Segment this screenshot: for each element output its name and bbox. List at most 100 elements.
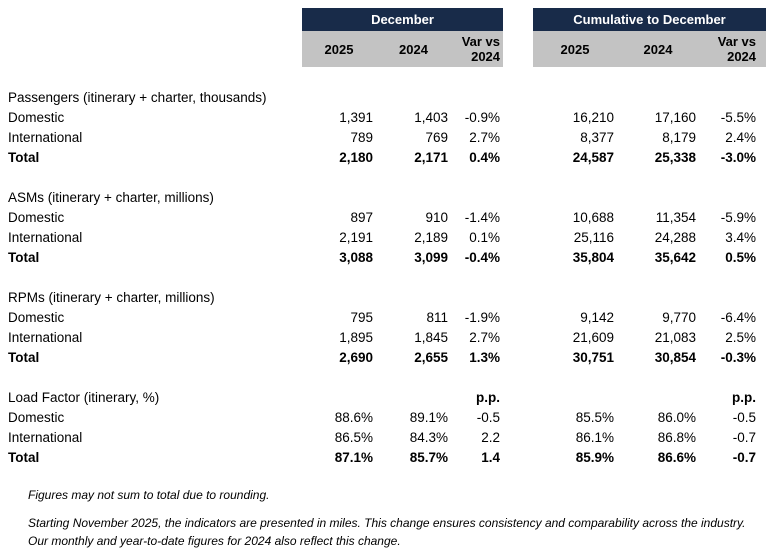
footnote-miles-change: Starting November 2025, the indicators a… [28,516,746,548]
cum-2025-value: 16,210 [572,109,615,125]
group-header-row: December Cumulative to December [0,8,767,31]
row-label: Total [8,249,40,265]
table-row: Domestic 897 910 -1.4% 10,688 11,354 -5.… [0,207,766,227]
pp-label [699,287,766,307]
dec-var-value: 2.7% [469,129,501,145]
cum-2024-value: 25,338 [654,149,697,165]
cum-var-value: 3.4% [725,229,757,245]
dec-2025-value: 897 [350,209,373,225]
cum-2024-value: 11,354 [655,209,697,225]
dec-var-value: 1.3% [469,349,501,365]
cum-2025-value: 10,688 [572,209,615,225]
dec-2024-value: 1,845 [414,329,448,345]
cum-2024-value: 24,288 [654,229,697,245]
dec-2024-value: 2,655 [414,349,448,365]
cum-2025-value: 30,751 [572,349,615,365]
dec-2024-value: 84.3% [409,429,448,445]
group-gap [503,31,533,67]
total-row: Total 2,180 2,171 0.4% 24,587 25,338 -3.… [0,147,766,167]
table-spacer [0,67,766,87]
column-header-row: 2025 2024 Var vs 2024 2025 2024 Var vs 2… [0,31,767,67]
table-row: International 789 769 2.7% 8,377 8,179 2… [0,127,766,147]
dec-2024-value: 811 [426,309,448,325]
section-header-row: ASMs (itinerary + charter, millions) [0,187,766,207]
dec-2024-value: 910 [425,209,448,225]
row-label: International [8,329,83,345]
cum-2025-value: 21,609 [572,329,615,345]
cum-2024-value: 17,160 [654,109,697,125]
dec-2024-value: 85.7% [409,449,448,465]
row-label: Domestic [8,409,65,425]
dec-2025-value: 86.5% [334,429,373,445]
row-label: Total [8,349,40,365]
table-spacer [0,167,766,187]
pp-label: p.p. [476,389,501,405]
col-header-cum-var: Var vs 2024 [699,31,767,67]
total-row: Total 87.1% 85.7% 1.4 85.9% 86.6% -0.7 [0,447,766,467]
footnote-rounding: Figures may not sum to total due to roun… [28,488,270,502]
dec-var-value: -0.4% [464,249,501,265]
dec-2024-value: 89.1% [409,409,448,425]
cum-var-value: 0.5% [725,249,757,265]
section-title: ASMs (itinerary + charter, millions) [8,189,214,205]
section-title: Load Factor (itinerary, %) [8,389,160,405]
section-title: Passengers (itinerary + charter, thousan… [8,89,267,105]
col-header-dec-2024: 2024 [376,31,451,67]
dec-2025-value: 2,180 [339,149,373,165]
cum-var-value: -3.0% [720,149,757,165]
group-header-december: December [302,8,504,31]
cum-var-value: 2.5% [725,329,757,345]
cum-var-value: -0.7 [732,449,757,465]
cum-2024-value: 21,083 [654,329,697,345]
table-spacer [0,367,766,387]
cum-2025-value: 9,142 [580,309,615,325]
cum-2025-value: 85.9% [575,449,615,465]
dec-var-value: -0.5 [476,409,501,425]
cum-2025-value: 8,377 [580,129,615,145]
dec-var-value: 2.2 [481,429,501,445]
pp-label [699,87,766,107]
table-row: International 1,895 1,845 2.7% 21,609 21… [0,327,766,347]
dec-var-value: 0.4% [469,149,501,165]
pp-label [699,187,766,207]
cum-2024-value: 86.6% [657,449,697,465]
cum-2024-value: 30,854 [654,349,697,365]
dec-2025-value: 87.1% [334,449,373,465]
dec-2025-value: 2,690 [339,349,373,365]
dec-2025-value: 795 [350,309,373,325]
section-header-row: Load Factor (itinerary, %) p.p. p.p. [0,387,766,407]
col-header-cum-2025: 2025 [533,31,618,67]
dec-2024-value: 2,189 [414,229,448,245]
cum-2025-value: 24,587 [572,149,615,165]
dec-2025-value: 2,191 [339,229,373,245]
section-header-row: Passengers (itinerary + charter, thousan… [0,87,766,107]
cum-var-value: -0.7 [732,429,757,445]
cum-var-value: -5.9% [720,209,757,225]
section-header-row: RPMs (itinerary + charter, millions) [0,287,766,307]
dec-2025-value: 3,088 [339,249,373,265]
cum-2025-value: 86.1% [575,429,615,445]
group-header-cumulative: Cumulative to December [533,8,767,31]
table-row: Domestic 1,391 1,403 -0.9% 16,210 17,160… [0,107,766,127]
cum-var-value: -0.3% [720,349,757,365]
cum-2024-value: 86.8% [657,429,697,445]
group-gap [503,8,533,31]
col-header-cum-2024: 2024 [617,31,700,67]
row-label: International [8,229,83,245]
row-label: Total [8,149,40,165]
section-title: RPMs (itinerary + charter, millions) [8,289,215,305]
pp-label: p.p. [732,389,757,405]
table-row: International 2,191 2,189 0.1% 25,116 24… [0,227,766,247]
dec-2024-value: 769 [425,129,448,145]
traffic-report-table: December Cumulative to December 2025 202… [0,8,767,467]
col-header-dec-2025: 2025 [302,31,376,67]
cum-2025-value: 35,804 [572,249,615,265]
cum-var-value: -5.5% [720,109,757,125]
table-row: Domestic 88.6% 89.1% -0.5 85.5% 86.0% -0… [0,407,766,427]
dec-2024-value: 2,171 [414,149,448,165]
row-label: Total [8,449,40,465]
header-spacer [0,8,302,31]
table-spacer [0,267,766,287]
pp-label [451,87,503,107]
dec-var-value: 1.4 [481,449,501,465]
